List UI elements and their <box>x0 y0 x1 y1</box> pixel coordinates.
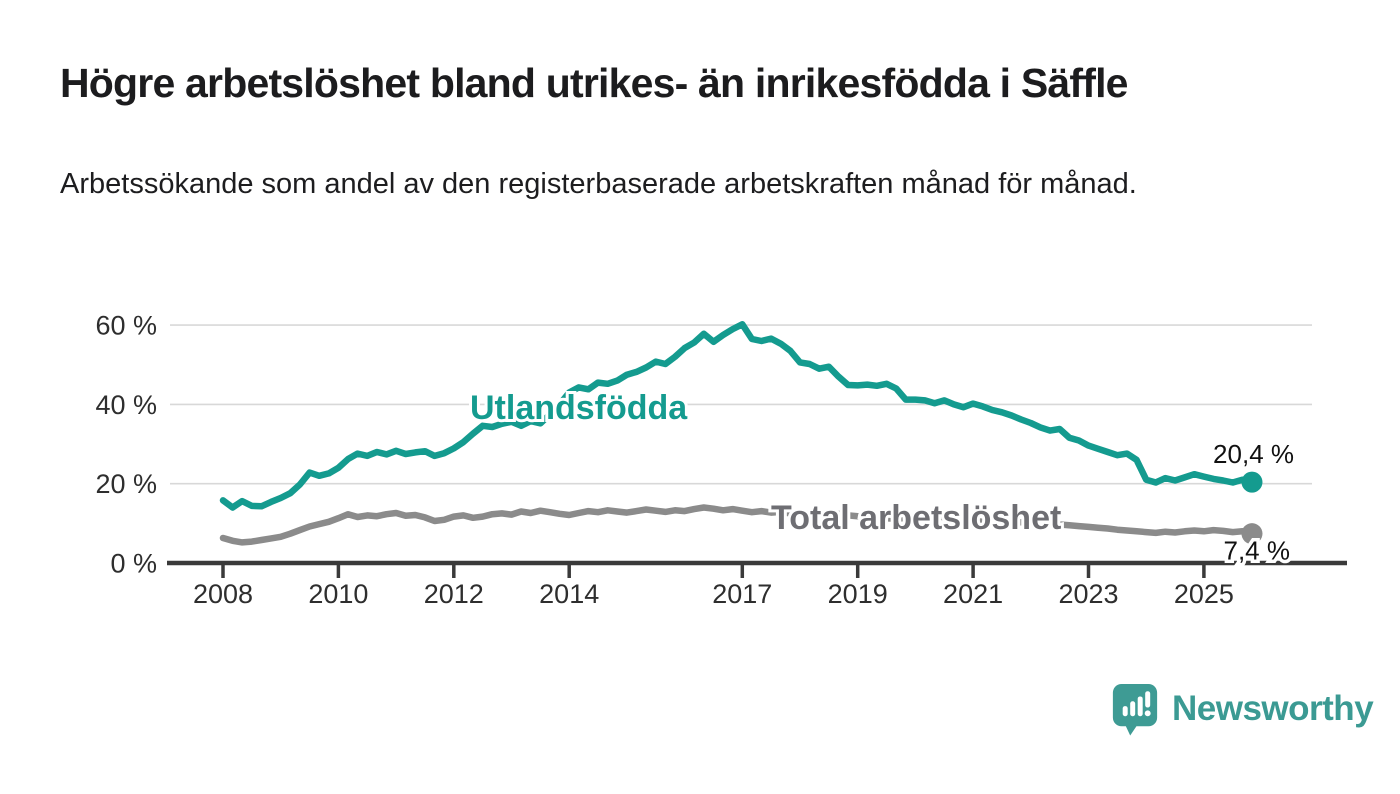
newsworthy-bubble-icon <box>1112 684 1158 736</box>
series-label-utlandsfodda: Utlandsfödda <box>470 389 688 427</box>
x-axis-label: 2019 <box>828 579 888 609</box>
x-axis-label: 2025 <box>1174 579 1234 609</box>
x-axis-label: 2012 <box>424 579 484 609</box>
utlandsfodda-line <box>219 321 1256 511</box>
brand-name: Newsworthy <box>1172 689 1374 728</box>
y-axis-label: 40 % <box>95 390 157 420</box>
end-value-utlandsfodda: 20,4 % <box>1213 439 1294 469</box>
y-axis-label: 20 % <box>95 469 157 499</box>
end-dot-utlandsfodda <box>1241 471 1263 493</box>
x-axis-label: 2010 <box>308 579 368 609</box>
x-axis-label: 2021 <box>943 579 1003 609</box>
bar-3 <box>1137 696 1143 717</box>
x-axis-label: 2023 <box>1058 579 1118 609</box>
x-axis-label: 2008 <box>193 579 253 609</box>
x-axis-label: 2014 <box>539 579 599 609</box>
chart-title: Högre arbetslöshet bland utrikes- än inr… <box>60 60 1129 106</box>
chart-subtitle: Arbetssökande som andel av den registerb… <box>60 168 1137 200</box>
exclamation-bar <box>1145 691 1151 708</box>
bar-2 <box>1130 701 1136 717</box>
exclamation-dot <box>1144 710 1151 717</box>
y-axis-label: 0 % <box>110 549 157 579</box>
newsworthy-logo: Newsworthy <box>1110 682 1374 736</box>
end-dot-total <box>1241 523 1263 545</box>
x-axis-label: 2017 <box>712 579 772 609</box>
bar-1 <box>1122 706 1128 717</box>
total-arbetsloshet-line <box>219 504 1256 546</box>
series-label-total: Total arbetslöshet <box>771 499 1061 537</box>
end-value-total: 7,4 % <box>1224 536 1291 566</box>
y-axis-label: 60 % <box>95 311 157 341</box>
